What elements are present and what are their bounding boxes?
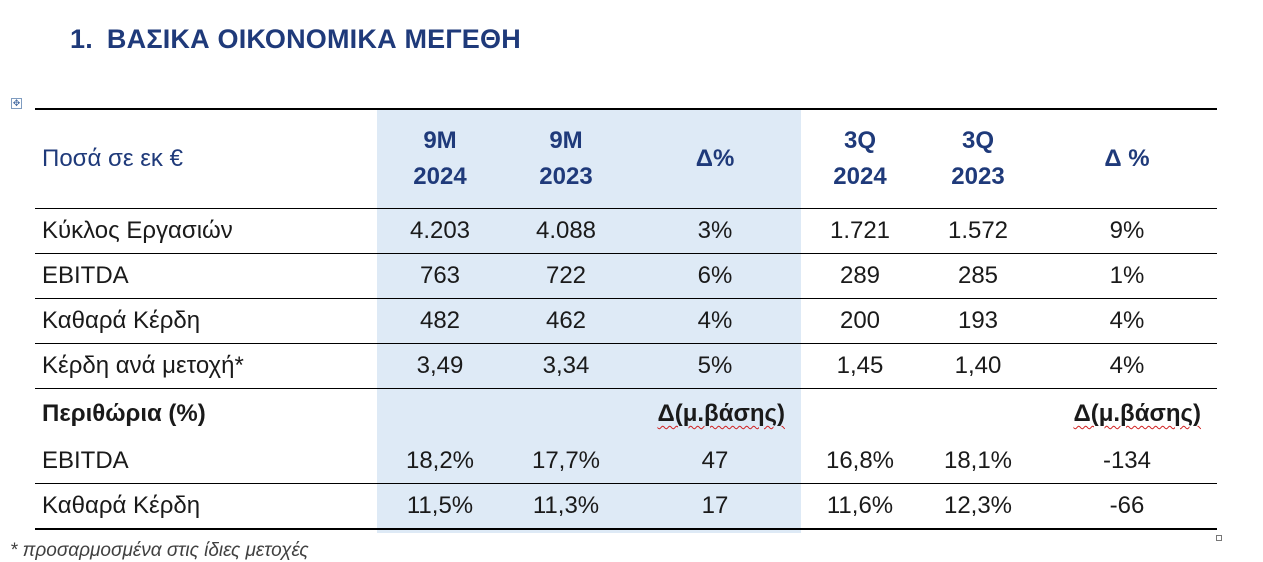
cell: 462 <box>503 298 629 344</box>
footnote: * προσαρμοσμένα στις ίδιες μετοχές <box>10 540 309 561</box>
cell: 285 <box>919 253 1037 299</box>
cell: 9% <box>1037 208 1217 254</box>
row-label: Καθαρά Κέρδη <box>35 483 377 530</box>
table-row: Κέρδη ανά μετοχή* 3,49 3,34 5% 1,45 1,40… <box>35 343 1217 389</box>
cell: 193 <box>919 298 1037 344</box>
cell: 18,2% <box>377 439 503 484</box>
cell: 289 <box>801 253 919 299</box>
table-row: EBITDA 18,2% 17,7% 47 16,8% 18,1% -134 <box>35 439 1217 484</box>
cell: 482 <box>377 298 503 344</box>
header-3q-2023: 3Q 2023 <box>919 108 1037 209</box>
table-row: Καθαρά Κέρδη 482 462 4% 200 193 4% <box>35 298 1217 344</box>
cell: 1.721 <box>801 208 919 254</box>
cell: 1,40 <box>919 343 1037 389</box>
table-row: Κύκλος Εργασιών 4.203 4.088 3% 1.721 1.5… <box>35 208 1217 254</box>
cell: 18,1% <box>919 439 1037 484</box>
cell: 17,7% <box>503 439 629 484</box>
table-row: EBITDA 763 722 6% 289 285 1% <box>35 253 1217 299</box>
cell: 722 <box>503 253 629 299</box>
margins-label: Περιθώρια (%) <box>42 400 206 427</box>
cell: 4% <box>629 298 801 344</box>
cell: 763 <box>377 253 503 299</box>
header-9m-2023: 9M 2023 <box>503 108 629 209</box>
financials-table: Ποσά σε εκ € 9M 2024 9M 2023 Δ% 3Q 2024 3Q 2… <box>35 108 1217 530</box>
cell: 12,3% <box>919 483 1037 530</box>
cell: 3,34 <box>503 343 629 389</box>
row-label: Κέρδη ανά μετοχή* <box>35 343 377 389</box>
row-label: Καθαρά Κέρδη <box>35 298 377 344</box>
margins-delta-9m-label: Δ(μ.βάσης) <box>657 400 785 427</box>
table-resize-handle-icon[interactable] <box>1216 535 1222 541</box>
cell: 11,6% <box>801 483 919 530</box>
header-delta-3q: Δ % <box>1037 108 1217 209</box>
section-title: ΒΑΣΙΚΑ ΟΙΚΟΝΟΜΙΚΑ ΜΕΓΕΘΗ <box>106 24 521 54</box>
cell: -66 <box>1037 483 1217 530</box>
row-label: EBITDA <box>35 439 377 484</box>
cell: 4% <box>1037 343 1217 389</box>
margins-header-row: Περιθώρια (%) Δ(μ.βάσης) Δ(μ.βάσης) <box>35 389 1217 440</box>
cell: 1,45 <box>801 343 919 389</box>
cell: 4% <box>1037 298 1217 344</box>
cell: 1.572 <box>919 208 1037 254</box>
header-9m-2024: 9M 2024 <box>377 108 503 209</box>
cell: 6% <box>629 253 801 299</box>
cell: 5% <box>629 343 801 389</box>
cell: 3% <box>629 208 801 254</box>
cell: 200 <box>801 298 919 344</box>
table-move-handle-icon[interactable]: ✥ <box>11 98 22 109</box>
section-number: 1. <box>70 24 93 54</box>
header-amounts-label: Ποσά σε εκ € <box>35 108 377 209</box>
table-header-row: Ποσά σε εκ € 9M 2024 9M 2023 Δ% 3Q 2024 3Q 2… <box>35 108 1217 209</box>
cell: 47 <box>629 439 801 484</box>
cell: 1% <box>1037 253 1217 299</box>
cell: 11,5% <box>377 483 503 530</box>
header-3q-2024: 3Q 2024 <box>801 108 919 209</box>
row-label: Κύκλος Εργασιών <box>35 208 377 254</box>
section-heading: 1. ΒΑΣΙΚΑ ΟΙΚΟΝΟΜΙΚΑ ΜΕΓΕΘΗ <box>70 24 521 55</box>
header-delta-9m: Δ% <box>629 108 801 209</box>
cell: 3,49 <box>377 343 503 389</box>
cell: 17 <box>629 483 801 530</box>
margins-delta-3q-label: Δ(μ.βάσης) <box>1073 400 1201 427</box>
cell: -134 <box>1037 439 1217 484</box>
cell: 16,8% <box>801 439 919 484</box>
cell: 4.088 <box>503 208 629 254</box>
table-row: Καθαρά Κέρδη 11,5% 11,3% 17 11,6% 12,3% … <box>35 483 1217 530</box>
row-label: EBITDA <box>35 253 377 299</box>
cell: 11,3% <box>503 483 629 530</box>
cell: 4.203 <box>377 208 503 254</box>
